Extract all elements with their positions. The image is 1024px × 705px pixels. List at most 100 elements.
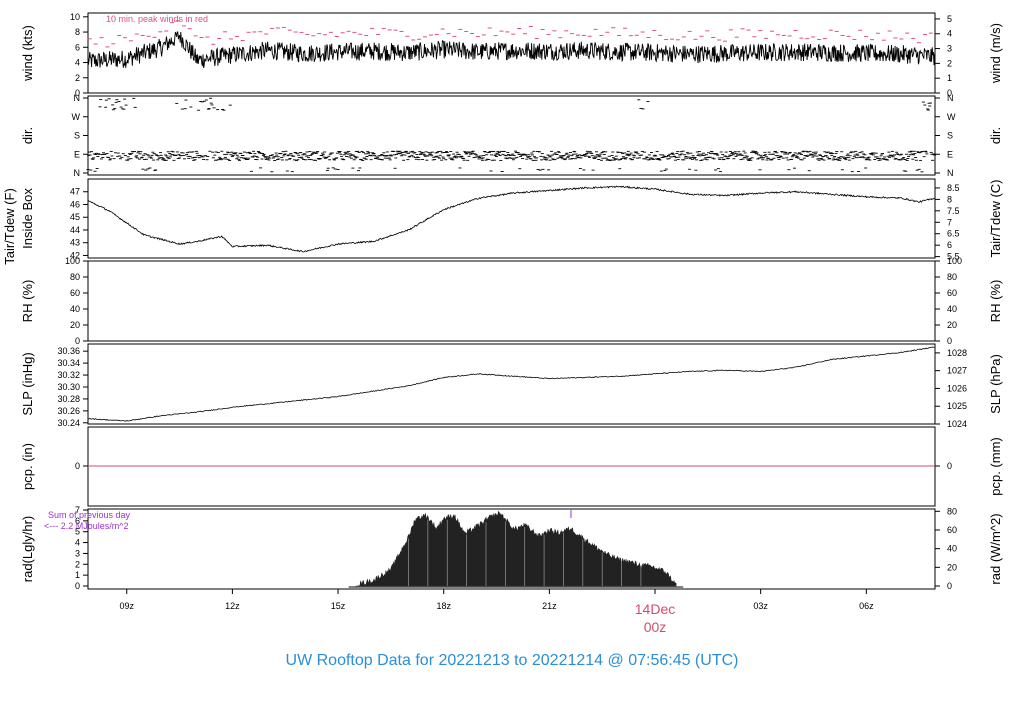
ytick-label-right: 7 <box>947 217 952 227</box>
ytick-label-right: 1 <box>947 73 952 83</box>
ytick-label: E <box>74 149 80 159</box>
xtick-label: 06z <box>859 601 874 611</box>
xtick-label: 18z <box>436 601 451 611</box>
slp-hpa-label: SLP (hPa) <box>988 354 1003 414</box>
ytick-label: 30.32 <box>57 370 80 380</box>
ytick-label-right: 6.5 <box>947 229 960 239</box>
ytick-label-right: 5.5 <box>947 252 960 262</box>
ytick-label: 30.28 <box>57 394 80 404</box>
ytick-label: 30.26 <box>57 406 80 416</box>
ytick-label: 100 <box>65 256 80 266</box>
ytick-label: 7 <box>75 505 80 515</box>
ytick-label: 80 <box>70 272 80 282</box>
ytick-label-right: 7.5 <box>947 206 960 216</box>
panel-frame-0 <box>87 12 936 94</box>
ytick-label: 3 <box>75 548 80 558</box>
slp-inhg-label: SLP (inHg) <box>20 352 35 415</box>
ytick-label: 46 <box>70 199 80 209</box>
radiation-area <box>355 510 677 587</box>
temperature-series-line <box>87 185 935 253</box>
ytick-label: 30.24 <box>57 418 80 428</box>
ytick-label: 30.30 <box>57 382 80 392</box>
ytick-label: N <box>74 93 81 103</box>
peak-winds-note: 10 min. peak winds in red <box>106 14 208 24</box>
ytick-label-right: 0 <box>947 461 952 471</box>
ytick-label-right: 8.5 <box>947 183 960 193</box>
radiation-gaps <box>408 519 642 586</box>
ytick-label-right: 6 <box>947 240 952 250</box>
ytick-label: 42 <box>70 250 80 260</box>
ytick-label: 30.36 <box>57 346 80 356</box>
ytick-label: 1 <box>75 570 80 580</box>
ytick-label-right: 0 <box>947 88 952 98</box>
ytick-label-right: 2 <box>947 58 952 68</box>
dir-marks <box>86 97 937 173</box>
ytick-label-right: 0 <box>947 581 952 591</box>
xtick-label: 03z <box>753 601 768 611</box>
rad-wm2-label: rad (W/m^2) <box>988 513 1003 584</box>
ytick-label-right: 20 <box>947 562 957 572</box>
ytick-label: S <box>74 131 80 141</box>
dir-label: dir. <box>20 127 35 144</box>
panel-frame-2 <box>87 178 936 259</box>
rh-label: RH (%) <box>20 280 35 323</box>
ytick-label: 60 <box>70 288 80 298</box>
tair-tdew-f-label: Tair/Tdew (F) <box>2 188 17 265</box>
ytick-label: 20 <box>70 320 80 330</box>
rad-sum-note: Sum of previous day <box>48 510 131 520</box>
ytick-label: 6 <box>75 516 80 526</box>
panel-frame-3 <box>87 260 936 342</box>
date-label: 14Dec <box>635 601 675 617</box>
ytick-label-right: 5 <box>947 14 952 24</box>
wind-kts-label: wind (kts) <box>20 25 35 82</box>
ytick-label: 4 <box>75 538 80 548</box>
ytick-label-right: 40 <box>947 544 957 554</box>
ytick-label: 0 <box>75 88 80 98</box>
panel-frame-4 <box>87 343 936 425</box>
ytick-label: 40 <box>70 304 80 314</box>
ytick-label: 10 <box>70 12 80 22</box>
ytick-label: 2 <box>75 73 80 83</box>
ytick-label: 30.34 <box>57 358 80 368</box>
slp-series-line <box>88 346 935 422</box>
xtick-label: 15z <box>331 601 346 611</box>
ytick-label: 0 <box>75 581 80 591</box>
pcp-in-label: pcp. (in) <box>20 443 35 490</box>
ytick-label-right: N <box>947 93 954 103</box>
xtick-label: 12z <box>225 601 240 611</box>
ytick-label: 0 <box>75 336 80 346</box>
dir-label-right: dir. <box>988 127 1003 144</box>
ytick-label: 4 <box>75 58 80 68</box>
ytick-label: 43 <box>70 238 80 248</box>
xtick-label: 21z <box>542 601 557 611</box>
ytick-label: N <box>74 168 81 178</box>
ytick-label: 5 <box>75 527 80 537</box>
ytick-label-right: 3 <box>947 44 952 54</box>
pcp-mm-label: pcp. (mm) <box>988 437 1003 496</box>
ytick-label-right: 80 <box>947 272 957 282</box>
tair-tdew-c-label: Tair/Tdew (C) <box>988 179 1003 257</box>
ytick-label: 47 <box>70 187 80 197</box>
page-title: UW Rooftop Data for 20221213 to 20221214… <box>286 652 739 669</box>
ytick-label: 8 <box>75 27 80 37</box>
ytick-label-right: 20 <box>947 320 957 330</box>
ytick-label: 2 <box>75 559 80 569</box>
ytick-label-right: E <box>947 149 953 159</box>
ytick-label-right: 1025 <box>947 401 967 411</box>
ytick-label-right: 60 <box>947 288 957 298</box>
ytick-label-right: 1024 <box>947 419 967 429</box>
ytick-label-right: 1026 <box>947 383 967 393</box>
ytick-label-right: 4 <box>947 29 952 39</box>
rh-label-right: RH (%) <box>988 280 1003 323</box>
ytick-label-right: 80 <box>947 506 957 516</box>
wind-ms-label: wind (m/s) <box>988 23 1003 84</box>
ytick-label-right: 60 <box>947 525 957 535</box>
ytick-label-right: 8 <box>947 194 952 204</box>
ytick-label-right: S <box>947 131 953 141</box>
rad-sum-value: <--- 2.2 MJoules/m^2 <box>44 521 129 531</box>
ytick-label-right: 1027 <box>947 366 967 376</box>
ytick-label-right: 1028 <box>947 348 967 358</box>
peak-wind-marks <box>87 20 933 48</box>
